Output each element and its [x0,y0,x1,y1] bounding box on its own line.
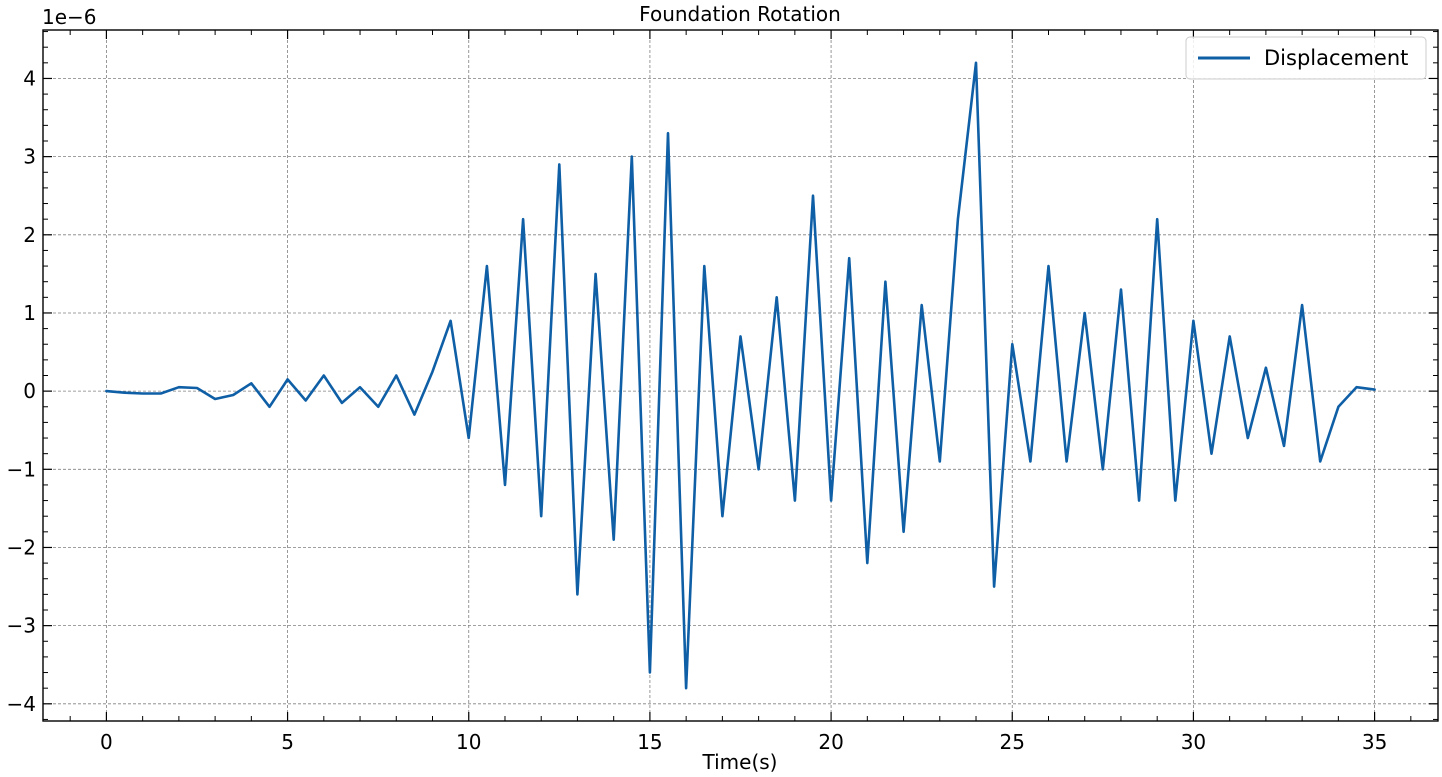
y-tick-label: −3 [7,614,36,638]
legend-label-displacement: Displacement [1264,46,1408,70]
y-tick-label: 0 [23,379,36,403]
x-tick-label: 10 [456,730,481,754]
x-tick-label: 20 [818,730,843,754]
y-tick-label: −1 [7,457,36,481]
x-tick-label: 5 [281,730,294,754]
y-tick-label: 4 [23,66,36,90]
series-layer [105,61,1376,690]
x-tick-label: 35 [1362,730,1387,754]
y-tick-label: 3 [23,145,36,169]
y-offset-label: 1e−6 [42,5,97,29]
ticks [43,30,1438,721]
grid [43,30,1438,721]
chart-title: Foundation Rotation [639,2,841,26]
y-tick-label: −2 [7,535,36,559]
legend: Displacement [1185,36,1427,80]
y-tick-label: 2 [23,223,36,247]
x-tick-label: 15 [637,730,662,754]
tick-labels: 0 5 10 15 20 25 30 35 −4 −3 −2 −1 0 1 2 3 4 [7,66,1388,754]
x-tick-label: 0 [100,730,113,754]
y-tick-label: −4 [7,692,36,716]
y-tick-label: 1 [23,301,36,325]
x-axis-label: Time(s) [702,750,778,774]
plot-frame [42,29,1439,722]
legend-box [1185,36,1427,80]
x-tick-label: 25 [1000,730,1025,754]
x-tick-label: 30 [1181,730,1206,754]
series-line-displacement [105,61,1376,690]
